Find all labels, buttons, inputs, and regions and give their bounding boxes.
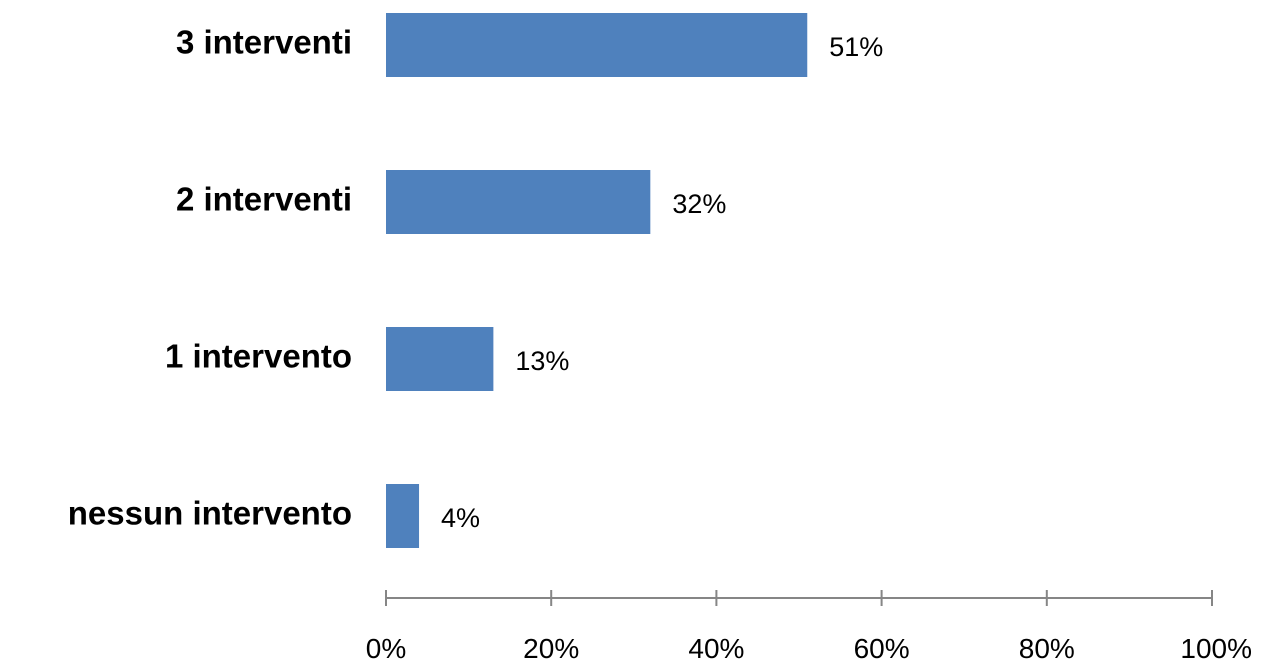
- bar-3: [386, 484, 420, 548]
- bar-0: [386, 13, 808, 77]
- x-tick-label-0: 0%: [366, 633, 406, 664]
- data-label-2: 13%: [515, 346, 569, 376]
- x-tick-label-5: 100%: [1180, 633, 1252, 664]
- x-tick-label-3: 60%: [854, 633, 910, 664]
- bar-2: [386, 327, 494, 391]
- category-label-1: 2 interventi: [176, 181, 352, 218]
- x-tick-label-1: 20%: [523, 633, 579, 664]
- x-tick-label-2: 40%: [688, 633, 744, 664]
- data-label-1: 32%: [672, 189, 726, 219]
- bar-1: [386, 170, 651, 234]
- category-label-0: 3 interventi: [176, 24, 352, 61]
- labels-layer: 3 interventi 51% 2 interventi 32% 1 interven…: [68, 24, 884, 533]
- x-axis-ticks: 0% 20% 40% 60% 80% 100%: [366, 590, 1252, 664]
- x-tick-label-4: 80%: [1019, 633, 1075, 664]
- data-label-0: 51%: [829, 32, 883, 62]
- data-label-3: 4%: [441, 503, 480, 533]
- bars-layer: [386, 13, 808, 548]
- category-label-2: 1 intervento: [165, 338, 352, 375]
- category-label-3: nessun intervento: [68, 495, 352, 532]
